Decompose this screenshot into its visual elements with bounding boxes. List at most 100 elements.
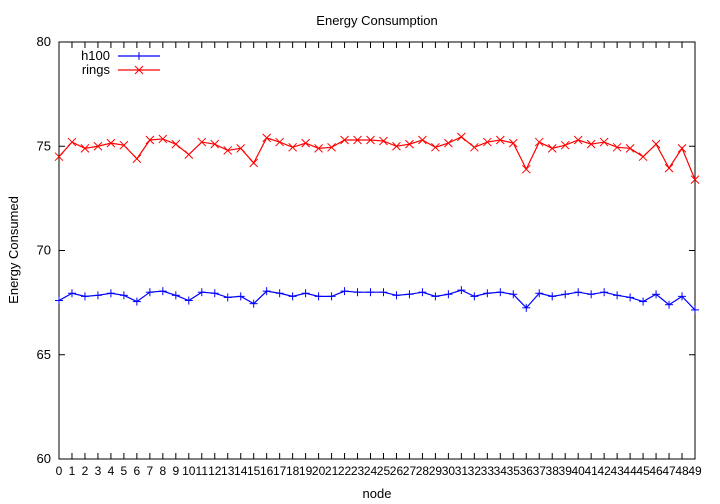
data-point-rings [418,135,427,145]
data-point-h100 [132,297,141,306]
data-point-rings [119,140,129,150]
x-tick-label: 21 [325,464,339,478]
data-point-rings [184,150,194,159]
y-axis-ticks: 60 65 70 75 80 [37,34,695,466]
data-point-rings [93,141,103,151]
y-tick-label: 80 [37,34,51,49]
data-point-rings [262,133,272,143]
data-point-h100 [600,288,609,297]
x-tick-label: 11 [196,464,209,478]
y-tick-label: 60 [37,451,51,466]
data-point-rings [431,142,440,152]
data-point-h100 [483,289,492,298]
data-point-h100 [626,293,635,302]
plot-area-frame [58,41,696,460]
data-point-rings [379,136,388,146]
data-point-h100 [457,286,466,295]
x-tick-label: 30 [442,464,456,478]
data-point-rings [573,135,583,145]
data-point-rings [664,163,674,173]
data-point-h100 [80,292,89,301]
data-point-h100 [119,291,128,300]
data-point-h100 [340,287,349,296]
x-tick-label: 1 [69,464,76,478]
x-tick-label: 49 [688,464,702,478]
x-tick-label: 4 [108,464,115,478]
y-tick-label: 70 [37,243,51,258]
data-point-rings [288,142,297,152]
data-point-rings [521,164,531,174]
data-point-h100 [327,292,336,301]
data-point-rings [534,137,544,147]
data-point-h100 [184,296,193,305]
data-point-h100 [665,300,674,309]
x-tick-label: 34 [494,464,508,478]
x-tick-label: 8 [159,464,166,478]
data-point-h100 [652,290,661,299]
x-tick-label: 27 [403,464,417,478]
data-point-rings [145,135,155,145]
data-point-rings [132,154,142,164]
x-tick-label: 41 [584,464,598,478]
legend-marker-rings [134,65,144,75]
x-tick-label: 25 [377,464,391,478]
data-point-rings [54,152,64,162]
x-tick-label: 35 [507,464,521,478]
x-tick-label: 12 [208,464,222,478]
x-tick-label: 39 [559,464,573,478]
series-h100 [55,286,699,314]
data-point-h100 [561,290,570,299]
x-tick-label: 5 [121,464,128,478]
data-point-h100 [171,291,180,300]
data-point-h100 [535,289,544,298]
data-point-rings [67,137,77,147]
data-point-h100 [379,288,388,297]
data-point-h100 [288,292,297,301]
data-point-rings [327,142,336,152]
data-point-h100 [496,288,505,297]
data-point-rings [690,175,700,184]
data-point-rings [197,137,207,147]
data-point-h100 [93,291,102,300]
data-point-h100 [691,305,699,314]
x-tick-label: 20 [312,464,326,478]
x-tick-label: 16 [260,464,274,478]
data-point-h100 [574,288,583,297]
data-point-h100 [197,288,206,297]
data-point-rings [210,139,220,149]
data-point-h100 [522,303,531,312]
x-tick-label: 33 [481,464,495,478]
data-point-rings [482,137,492,147]
data-point-rings [599,137,609,147]
data-point-rings [314,143,323,153]
data-point-h100 [275,289,284,298]
data-point-rings [249,158,259,168]
data-point-rings [340,135,349,145]
x-axis-ticks: 0 1 2 3 4 5 6 7 8 9 10 11 12 13 14 15 16 17 18 19 20 21 22 23 24… [56,42,702,478]
data-point-rings [366,135,375,145]
data-point-h100 [249,299,258,308]
x-tick-label: 45 [636,464,650,478]
data-point-rings [612,142,622,152]
data-point-rings [457,132,466,142]
data-point-rings [508,138,518,148]
data-point-h100 [236,292,245,301]
data-point-h100 [210,289,219,298]
data-point-h100 [405,290,414,299]
x-tick-label: 6 [134,464,141,478]
data-point-rings [444,138,453,148]
x-tick-label: 48 [675,464,689,478]
data-point-rings [638,152,648,162]
data-point-rings [301,138,310,148]
x-tick-label: 0 [56,464,63,478]
data-point-h100 [55,296,63,305]
y-axis-label: Energy Consumed [6,196,21,304]
data-point-h100 [158,287,167,296]
data-point-rings [405,139,414,149]
x-tick-label: 29 [429,464,443,478]
data-point-h100 [509,290,518,299]
x-tick-label: 13 [221,464,235,478]
x-tick-label: 7 [147,464,154,478]
